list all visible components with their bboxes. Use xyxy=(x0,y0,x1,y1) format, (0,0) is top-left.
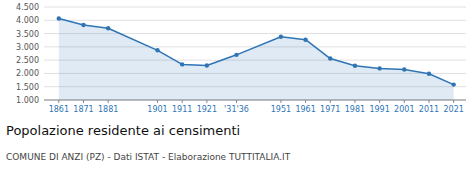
x-tick xyxy=(404,100,405,103)
x-tick xyxy=(108,100,109,103)
x-tick xyxy=(206,100,207,103)
x-tick xyxy=(428,100,429,103)
y-tick-label: 4.500 xyxy=(16,3,39,12)
x-tick xyxy=(83,100,84,103)
x-tick-label: 1901 xyxy=(147,105,167,114)
x-tick xyxy=(305,100,306,103)
y-tick-label: 1.000 xyxy=(16,96,39,105)
x-tick-label: 1911 xyxy=(172,105,192,114)
x-tick xyxy=(58,100,59,103)
x-tick xyxy=(236,100,237,103)
marker xyxy=(402,67,406,71)
chart-svg: 1.000 1.500 2.000 2.500 3.000 3.500 4.000 4.500… xyxy=(0,0,474,179)
marker xyxy=(279,35,283,39)
x-tick xyxy=(182,100,183,103)
x-tick-label: 2011 xyxy=(419,105,439,114)
x-tick xyxy=(379,100,380,103)
x-tick-label: 1961 xyxy=(295,105,315,114)
x-tick-label: '31'36 xyxy=(224,105,249,114)
line xyxy=(59,18,454,84)
y-grid xyxy=(44,7,466,100)
marker xyxy=(57,16,61,20)
subtitle: COMUNE DI ANZI (PZ) - Dati ISTAT - Elabo… xyxy=(6,152,291,162)
x-tick-label: 1981 xyxy=(345,105,365,114)
x-tick-label: 1951 xyxy=(271,105,291,114)
x-tick-label: 1861 xyxy=(49,105,69,114)
y-tick-label: 3.500 xyxy=(16,30,39,39)
x-tick-label: 1991 xyxy=(369,105,389,114)
y-tick-label: 2.000 xyxy=(16,69,39,78)
x-tick xyxy=(330,100,331,103)
marker xyxy=(377,66,381,70)
x-tick-label: 2021 xyxy=(443,105,463,114)
marker xyxy=(155,48,159,52)
chart-container: 1.000 1.500 2.000 2.500 3.000 3.500 4.000 4.500… xyxy=(0,0,474,179)
x-tick-label: 1871 xyxy=(73,105,93,114)
area xyxy=(59,18,454,100)
data-group xyxy=(57,16,456,100)
marker xyxy=(234,53,238,57)
marker xyxy=(451,82,455,86)
y-tick-labels: 1.000 1.500 2.000 2.500 3.000 3.500 4.000 4.500 xyxy=(16,3,39,105)
marker xyxy=(303,37,307,41)
x-tick xyxy=(453,100,454,103)
marker xyxy=(81,23,85,27)
y-tick-label: 1.500 xyxy=(16,83,39,92)
x-tick xyxy=(280,100,281,103)
x-tick xyxy=(354,100,355,103)
marker xyxy=(427,71,431,75)
marker xyxy=(353,64,357,68)
y-tick-label: 4.000 xyxy=(16,16,39,25)
x-tick xyxy=(157,100,158,103)
x-tick-label: 2001 xyxy=(394,105,414,114)
marker xyxy=(106,26,110,30)
x-ticks: 1861 1871 1881 1901 1911 1921 '31'36 1951 1961 19… xyxy=(49,100,464,114)
marker xyxy=(180,62,184,66)
x-tick-label: 1881 xyxy=(98,105,118,114)
y-tick-label: 2.500 xyxy=(16,56,39,65)
marker xyxy=(328,56,332,60)
y-tick-label: 3.000 xyxy=(16,43,39,52)
title: Popolazione residente ai censimenti xyxy=(6,123,240,138)
marker xyxy=(205,63,209,67)
grid-line xyxy=(44,20,466,21)
x-tick-label: 1921 xyxy=(197,105,217,114)
grid-line xyxy=(44,7,466,8)
x-tick-label: 1971 xyxy=(320,105,340,114)
